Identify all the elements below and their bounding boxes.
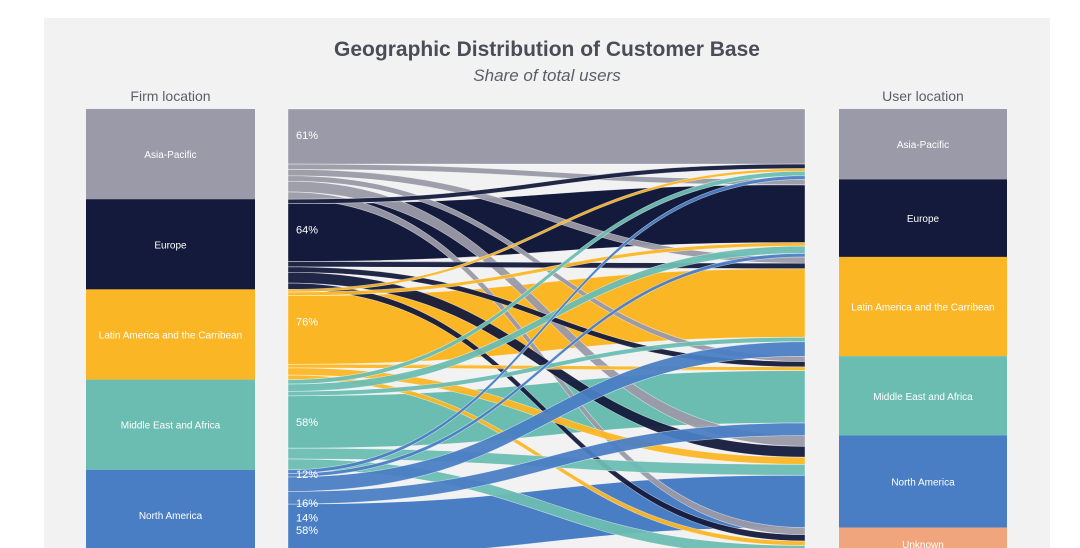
flow-asia-pacific-to-europe (287, 163, 806, 186)
user-node-asia-pacific (839, 109, 1007, 180)
firm-node-europe (86, 199, 255, 290)
flow-north-america-to-middle-east-and-africa (287, 422, 806, 505)
chart-subtitle: Share of total users (473, 66, 621, 85)
firm-node-north-america (86, 469, 255, 548)
flow-percent-label: 58% (296, 417, 318, 429)
firm-node-middle-east-and-africa (86, 379, 255, 470)
user-node-unknown (839, 527, 1007, 548)
user-node-label: Latin America and the Carribean (851, 303, 994, 314)
right-column-header: User location (882, 88, 964, 104)
user-node-middle-east-and-africa (839, 356, 1007, 436)
flow-north-america-to-europe (287, 253, 806, 478)
user-node-label: Asia-Pacific (897, 140, 949, 151)
flow-north-america-to-latin-america-and-the-carribean (287, 341, 806, 492)
user-node-label: Europe (907, 214, 940, 225)
user-node-label: North America (891, 478, 955, 489)
flow-bands (287, 108, 806, 548)
user-node-latin-america-and-the-carribean (839, 256, 1007, 357)
user-node-north-america (839, 435, 1007, 528)
firm-node-asia-pacific (86, 109, 255, 200)
flow-percent-label: 12% (296, 469, 318, 481)
flow-percent-label: 16% (296, 498, 318, 510)
firm-node-label: Europe (154, 240, 187, 251)
firm-node-label: Middle East and Africa (121, 421, 221, 432)
flow-percent-label: 64% (296, 225, 318, 237)
firm-node-latin-america-and-the-carribean (86, 289, 255, 380)
flow-percent-label: 14% (296, 512, 318, 524)
chart-title: Geographic Distribution of Customer Base (334, 38, 760, 61)
firm-node-label: North America (139, 511, 203, 522)
flow-percent-label: 61% (296, 130, 318, 142)
flow-asia-pacific-to-asia-pacific (287, 108, 806, 165)
flow-percent-label: 76% (296, 317, 318, 329)
user-node-label: Middle East and Africa (873, 392, 973, 403)
user-node-label: Unknown (902, 540, 944, 548)
left-column-header: Firm location (130, 88, 211, 104)
flow-north-america-to-asia-pacific (287, 175, 806, 474)
flow-percent-label: 58% (296, 525, 318, 537)
user-node-europe (839, 179, 1007, 257)
firm-node-label: Latin America and the Carribean (99, 331, 242, 342)
firm-node-label: Asia-Pacific (144, 150, 196, 161)
